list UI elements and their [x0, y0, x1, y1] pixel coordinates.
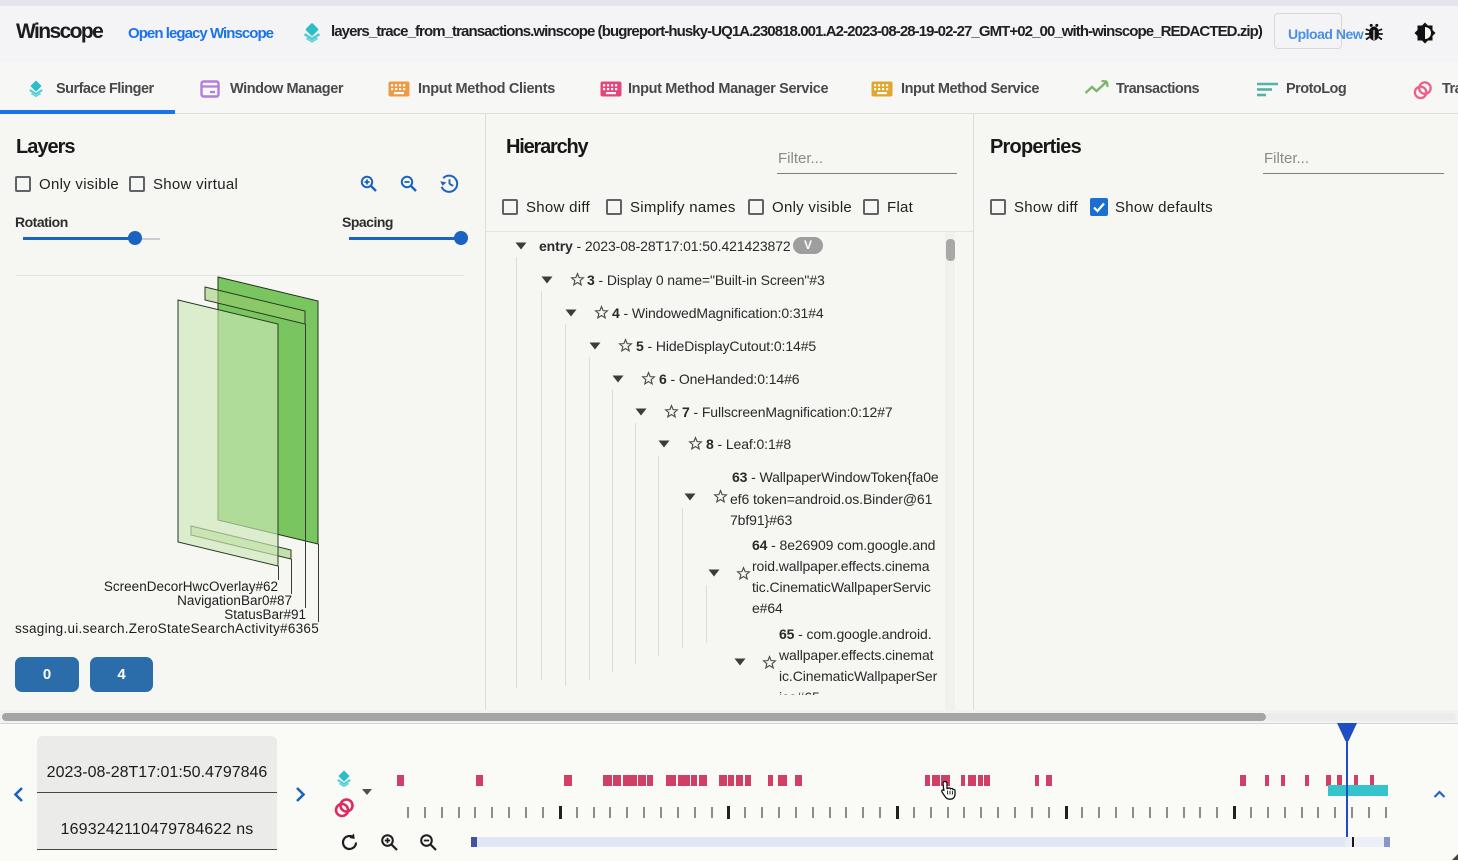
svg-text:ScreenDecorHwcOverlay#62: ScreenDecorHwcOverlay#62 [104, 579, 278, 594]
svg-text:StatusBar#91: StatusBar#91 [224, 607, 306, 622]
svg-text:NavigationBar0#87: NavigationBar0#87 [177, 593, 292, 608]
svg-text:ssaging.ui.search.ZeroStateSea: ssaging.ui.search.ZeroStateSearchActivit… [15, 621, 319, 636]
